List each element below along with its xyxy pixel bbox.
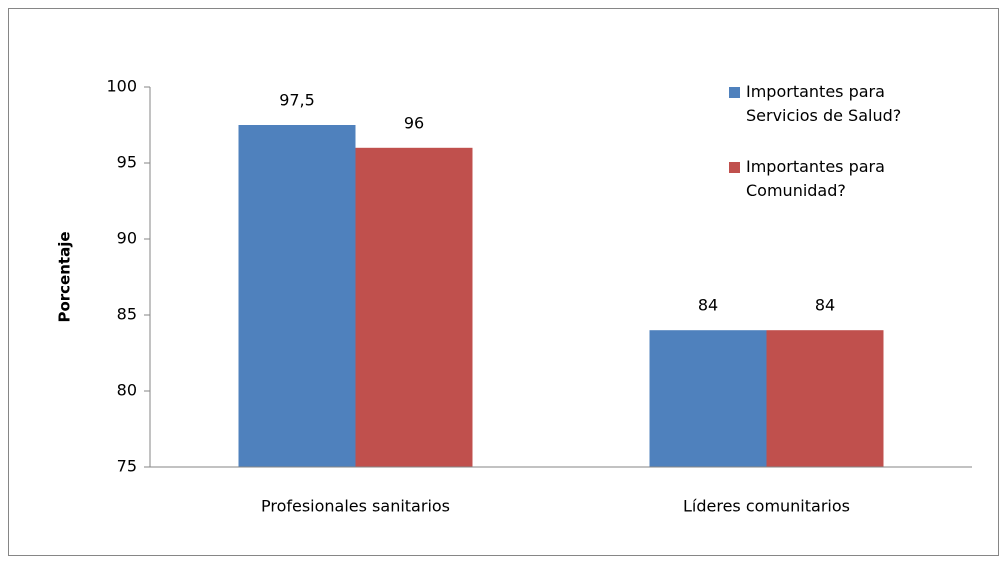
legend-label: Importantes para Servicios de Salud? — [746, 82, 902, 125]
data-label: 84 — [698, 296, 718, 315]
legend-swatch — [729, 87, 740, 98]
data-label: 97,5 — [279, 91, 315, 110]
y-tick-label: 95 — [117, 153, 137, 172]
legend-swatch — [729, 162, 740, 173]
y-tick-label: 100 — [106, 77, 137, 96]
x-tick-label: Líderes comunitarios — [683, 497, 850, 516]
bar — [238, 125, 356, 467]
y-tick-label: 80 — [117, 381, 137, 400]
bar — [766, 330, 884, 467]
y-axis-label: Porcentaje — [56, 231, 74, 322]
legend-label: Importantes para Comunidad? — [746, 157, 885, 200]
x-tick-label: Profesionales sanitarios — [261, 497, 450, 516]
bar — [355, 147, 473, 468]
y-tick-label: 75 — [117, 457, 137, 476]
data-label: 96 — [404, 113, 424, 132]
y-tick-label: 85 — [117, 305, 137, 324]
data-label: 84 — [815, 296, 835, 315]
y-tick-label: 90 — [117, 229, 137, 248]
bar — [649, 330, 767, 467]
